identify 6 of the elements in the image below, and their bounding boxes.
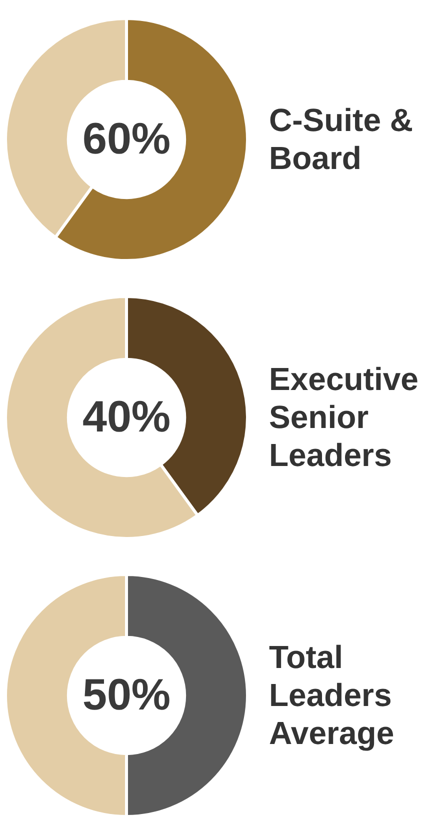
data-label: 40% [82,392,171,442]
data-label: 60% [82,114,171,164]
text: C-Suite & Board [269,101,414,177]
data-label: 50% [82,670,171,720]
text: Total Leaders Average [269,638,396,752]
text: Executive Senior Leaders [269,360,420,474]
